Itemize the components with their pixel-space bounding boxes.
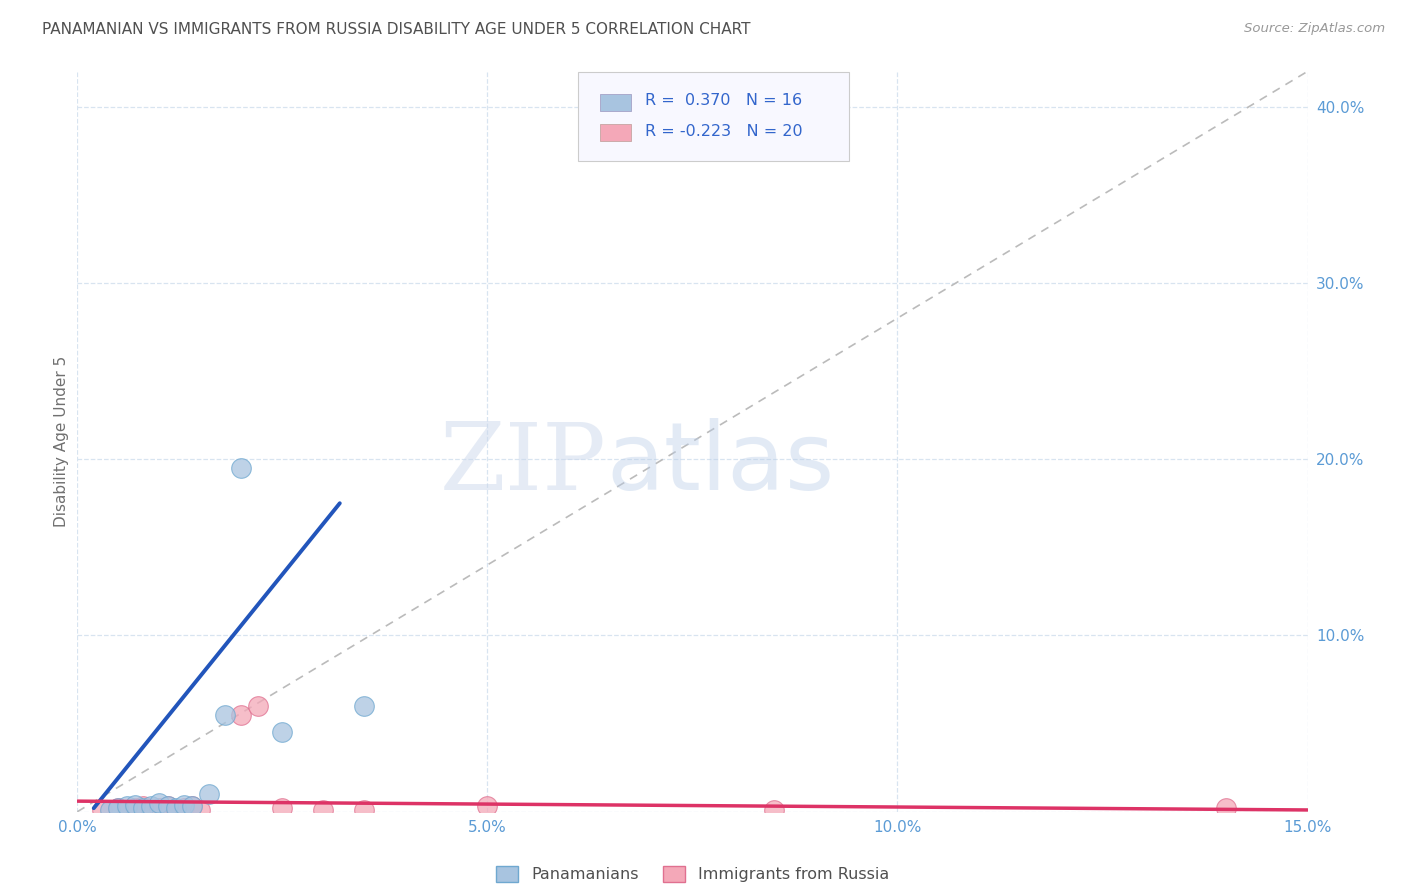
Point bbox=[90, 803, 114, 817]
Point bbox=[353, 698, 375, 713]
Legend: Panamanians, Immigrants from Russia: Panamanians, Immigrants from Russia bbox=[489, 860, 896, 888]
Point bbox=[165, 803, 187, 817]
Point bbox=[197, 787, 219, 801]
Text: R = -0.223   N = 20: R = -0.223 N = 20 bbox=[645, 124, 803, 138]
Point bbox=[312, 803, 335, 817]
Text: PANAMANIAN VS IMMIGRANTS FROM RUSSIA DISABILITY AGE UNDER 5 CORRELATION CHART: PANAMANIAN VS IMMIGRANTS FROM RUSSIA DIS… bbox=[42, 22, 751, 37]
Point bbox=[165, 801, 187, 815]
Point bbox=[214, 707, 236, 722]
Point bbox=[1215, 801, 1237, 815]
Point bbox=[231, 461, 253, 475]
Point bbox=[188, 803, 212, 817]
Point bbox=[107, 801, 129, 815]
Point bbox=[246, 698, 269, 713]
Point bbox=[181, 799, 204, 814]
Text: R =  0.370   N = 16: R = 0.370 N = 16 bbox=[645, 94, 803, 108]
Point bbox=[148, 801, 170, 815]
Point bbox=[148, 796, 170, 810]
Point bbox=[173, 797, 195, 812]
Point bbox=[141, 803, 163, 817]
Point bbox=[115, 799, 138, 814]
Point bbox=[353, 803, 375, 817]
Point bbox=[271, 801, 294, 815]
Point bbox=[132, 801, 155, 815]
Point bbox=[231, 707, 253, 722]
Point bbox=[115, 803, 138, 817]
Point bbox=[124, 801, 146, 815]
Point bbox=[156, 799, 179, 814]
Y-axis label: Disability Age Under 5: Disability Age Under 5 bbox=[53, 356, 69, 527]
Point bbox=[107, 801, 129, 815]
Text: atlas: atlas bbox=[606, 417, 835, 509]
Point bbox=[173, 801, 195, 815]
Point bbox=[124, 797, 146, 812]
Point bbox=[181, 799, 204, 814]
Point bbox=[141, 799, 163, 814]
Point bbox=[132, 799, 155, 814]
Point bbox=[477, 799, 499, 814]
Text: Source: ZipAtlas.com: Source: ZipAtlas.com bbox=[1244, 22, 1385, 36]
Point bbox=[271, 725, 294, 739]
Point bbox=[763, 803, 786, 817]
Point bbox=[98, 803, 121, 817]
Text: ZIP: ZIP bbox=[440, 418, 606, 508]
Point bbox=[156, 799, 179, 814]
